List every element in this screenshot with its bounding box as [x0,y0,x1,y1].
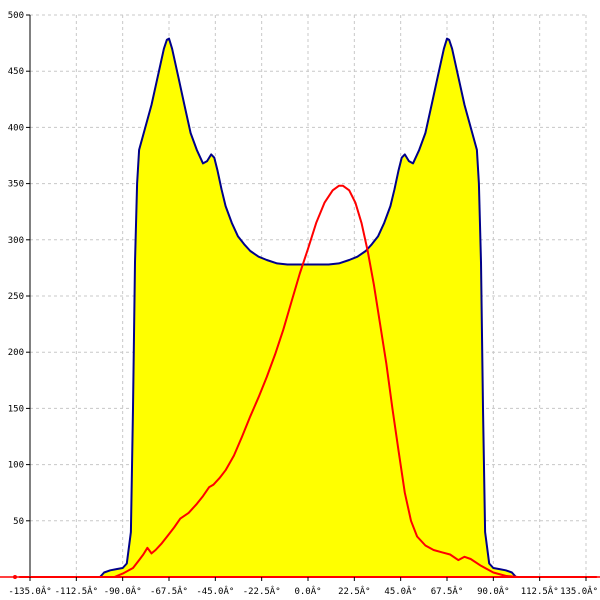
y-tick-label-1: 100 [8,461,24,471]
x-tick-label-1: -112.5Â° [55,585,98,597]
x-tick-label-5: -22.5Â° [243,585,281,597]
series-0-area [100,38,516,578]
y-tick-label-8: 450 [8,67,24,77]
y-tick-label-0: 50 [13,517,24,527]
y-tick-label-5: 300 [8,236,24,246]
y-tick-label-4: 250 [8,292,24,302]
label-layer: 50 100 150 200 250 300 350 400 450 500 -135.0Â° -11… [8,11,598,597]
area-layer [100,38,516,578]
x-tick-label-7: 22.5Â° [338,585,371,597]
x-tick-label-4: -45.0Â° [196,585,234,597]
y-tick-label-7: 400 [8,123,24,133]
x-tick-label-8: 45.0Â° [384,585,417,597]
axis-layer [0,14,600,581]
series-1-line [113,184,519,578]
y-tick-label-6: 350 [8,180,24,190]
origin-marker [13,575,17,579]
x-tick-label-9: 67.5Â° [431,585,464,597]
y-tick-label-3: 200 [8,348,24,358]
x-tick-label-3: -67.5Â° [150,585,188,597]
x-tick-label-6: 0.0Â° [294,585,321,597]
x-tick-label-2: -90.0Â° [104,585,142,597]
x-tick-label-10: 90.0Â° [477,585,510,597]
x-tick-label-11: 112.5Â° [521,585,559,597]
series-0-line [99,37,517,578]
x-tick-label-12: 135.0Â° [560,585,598,597]
y-tick-label-2: 150 [8,404,24,414]
y-tick-label-9: 500 [8,11,24,21]
x-tick-label-0: -135.0Â° [8,585,51,597]
